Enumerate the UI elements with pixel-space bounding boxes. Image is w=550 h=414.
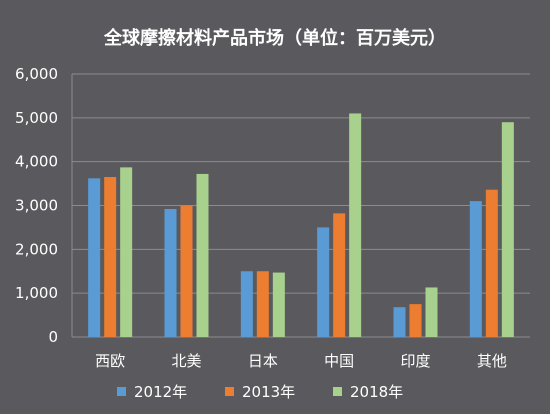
bar [501,122,514,337]
bar [104,177,117,337]
chart-title: 全球摩擦材料产品市场（单位：百万美元） [103,27,446,49]
legend-swatch [117,387,126,396]
legend-label: 2012年 [134,383,187,401]
bar [349,113,362,337]
bar [88,178,101,337]
legend-label: 2013年 [242,383,295,401]
bar [333,213,346,337]
bar [164,209,177,337]
bar [317,227,330,337]
x-category-label: 印度 [400,352,430,370]
bar [469,201,482,337]
x-category-label: 日本 [248,352,278,370]
bar [120,167,133,337]
x-category-label: 中国 [324,352,354,370]
legend-swatch [225,387,234,396]
y-tick-label: 6,000 [15,65,58,83]
y-tick-label: 2,000 [15,240,58,258]
legend-label: 2018年 [350,383,403,401]
x-category-label: 北美 [171,352,201,370]
y-tick-label: 3,000 [15,197,58,215]
legend-swatch [333,387,342,396]
bar [272,272,285,337]
bar [196,173,209,337]
legend: 2012年 2013年 2018年 [117,383,403,401]
bar [393,307,406,337]
bar [409,304,422,337]
x-axis: 西欧 北美 日本 中国 印度 其他 [95,352,507,370]
y-tick-label: 5,000 [15,109,58,127]
bar [256,271,269,337]
y-tick-label: 0 [48,328,58,346]
bar [240,271,253,337]
bar [485,189,498,337]
grid-lines [72,73,530,338]
x-category-label: 西欧 [95,352,125,370]
bars [88,113,514,337]
bar [180,205,193,337]
y-tick-label: 1,000 [15,284,58,302]
y-tick-label: 4,000 [15,153,58,171]
x-category-label: 其他 [477,352,507,370]
y-axis: 0 1,000 2,000 3,000 4,000 5,000 6,000 [15,65,73,346]
bar [425,287,438,337]
